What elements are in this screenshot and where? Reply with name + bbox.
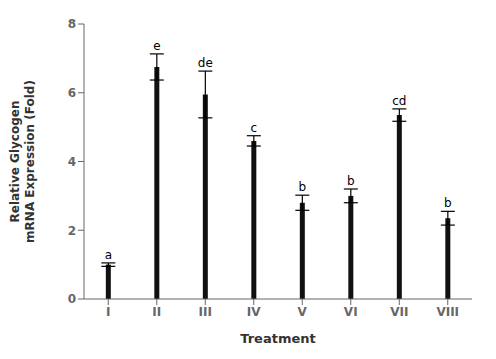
svg-text:VIII: VIII: [436, 305, 459, 319]
svg-text:e: e: [153, 39, 160, 53]
svg-text:VI: VI: [344, 305, 358, 319]
svg-text:4: 4: [68, 155, 76, 169]
svg-text:6: 6: [68, 86, 76, 100]
svg-text:a: a: [105, 248, 112, 262]
svg-text:b: b: [299, 180, 307, 194]
svg-text:VII: VII: [390, 305, 408, 319]
svg-text:b: b: [444, 196, 452, 210]
svg-text:2: 2: [68, 224, 76, 238]
svg-text:I: I: [106, 305, 110, 319]
svg-text:c: c: [251, 121, 258, 135]
svg-text:cd: cd: [392, 94, 406, 108]
svg-text:b: b: [347, 174, 355, 188]
svg-text:IV: IV: [247, 305, 261, 319]
svg-text:0: 0: [68, 292, 76, 306]
svg-text:Treatment: Treatment: [240, 331, 316, 346]
svg-text:de: de: [198, 56, 213, 70]
svg-text:8: 8: [68, 17, 76, 31]
svg-text:V: V: [298, 305, 308, 319]
svg-text:III: III: [199, 305, 212, 319]
svg-text:Relative GlycogenmRNA Expressi: Relative GlycogenmRNA Expression (Fold): [8, 80, 37, 243]
svg-text:II: II: [152, 305, 161, 319]
